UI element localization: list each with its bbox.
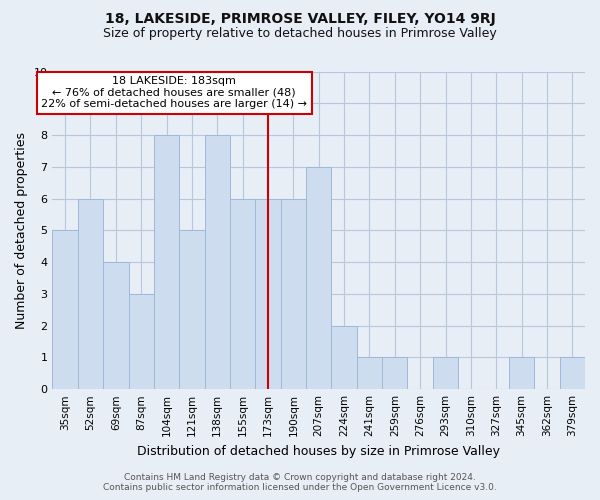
- Bar: [560, 358, 585, 389]
- Bar: [154, 135, 179, 389]
- Bar: [128, 294, 154, 389]
- Bar: [509, 358, 534, 389]
- Bar: [306, 167, 331, 389]
- Bar: [331, 326, 357, 389]
- Bar: [52, 230, 78, 389]
- Bar: [433, 358, 458, 389]
- Bar: [179, 230, 205, 389]
- Bar: [281, 198, 306, 389]
- Bar: [230, 198, 256, 389]
- Bar: [103, 262, 128, 389]
- Bar: [357, 358, 382, 389]
- Text: 18 LAKESIDE: 183sqm
← 76% of detached houses are smaller (48)
22% of semi-detach: 18 LAKESIDE: 183sqm ← 76% of detached ho…: [41, 76, 307, 110]
- Bar: [205, 135, 230, 389]
- Y-axis label: Number of detached properties: Number of detached properties: [15, 132, 28, 329]
- Bar: [256, 198, 281, 389]
- Text: 18, LAKESIDE, PRIMROSE VALLEY, FILEY, YO14 9RJ: 18, LAKESIDE, PRIMROSE VALLEY, FILEY, YO…: [104, 12, 496, 26]
- Bar: [78, 198, 103, 389]
- Text: Size of property relative to detached houses in Primrose Valley: Size of property relative to detached ho…: [103, 28, 497, 40]
- X-axis label: Distribution of detached houses by size in Primrose Valley: Distribution of detached houses by size …: [137, 444, 500, 458]
- Text: Contains HM Land Registry data © Crown copyright and database right 2024.
Contai: Contains HM Land Registry data © Crown c…: [103, 473, 497, 492]
- Bar: [382, 358, 407, 389]
